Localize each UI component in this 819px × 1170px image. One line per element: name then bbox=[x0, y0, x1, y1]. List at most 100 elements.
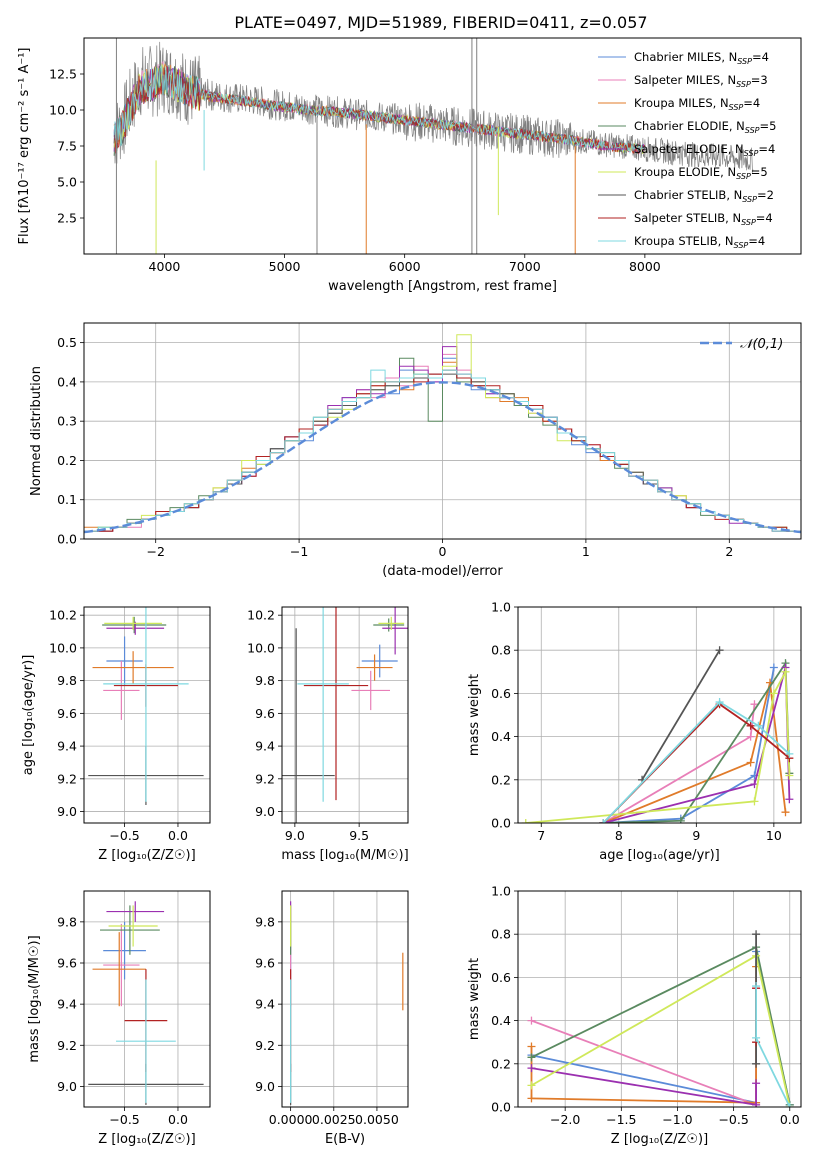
y-tick-label: 0.2 bbox=[491, 772, 511, 787]
weight-point bbox=[527, 1042, 536, 1051]
weight-point bbox=[785, 771, 794, 780]
x-axis-label: Z [log₁₀(Z/Z☉)] bbox=[611, 1132, 708, 1147]
y-tick-label: 9.2 bbox=[57, 1038, 77, 1053]
panel-age_vs_mass: 9.0 9.5 9.0 9.2 9.4 9.6 9.8 10.0 10.2 mass [log₁₀… bbox=[247, 606, 409, 863]
weight-point bbox=[752, 930, 761, 939]
x-tick-label: 0.0 bbox=[780, 1112, 800, 1127]
y-tick-label: 9.0 bbox=[57, 1079, 77, 1094]
legend-entry-subscript: SSP bbox=[741, 218, 756, 227]
y-tick-label: 5.0 bbox=[57, 175, 77, 190]
axes-frame bbox=[517, 606, 802, 824]
y-tick-label: 10.2 bbox=[247, 608, 275, 623]
legend-entry: Chabrier MILES, NSSP=4 bbox=[634, 50, 769, 66]
legend-entry-text: Chabrier STELIB, N bbox=[634, 188, 742, 202]
plot-area-weight_vs_age bbox=[521, 646, 794, 823]
legend-entry-text: Chabrier ELODIE, N bbox=[634, 119, 745, 133]
legend-entry: Kroupa ELODIE, NSSP=5 bbox=[634, 165, 768, 181]
y-tick-label: 9.4 bbox=[57, 739, 77, 754]
x-tick-label: 2 bbox=[725, 544, 733, 559]
y-tick-label: 9.4 bbox=[255, 739, 275, 754]
x-tick-label: 10 bbox=[766, 828, 782, 843]
x-tick-label: −0.5 bbox=[109, 828, 139, 843]
weight-point bbox=[785, 795, 794, 804]
legend-entry-subscript: SSP bbox=[736, 172, 751, 181]
legend-entry: 𝒩(0,1) bbox=[740, 337, 783, 352]
legend-entry-subscript: SSP bbox=[745, 126, 760, 135]
legend-entry-count: =5 bbox=[760, 119, 777, 133]
y-tick-label: 0.8 bbox=[491, 927, 511, 942]
y-tick-label: 0.1 bbox=[57, 492, 77, 507]
legend-entry-subscript: SSP bbox=[744, 149, 759, 158]
weight-point bbox=[750, 797, 759, 806]
legend-entry-count: =4 bbox=[752, 50, 769, 64]
legend-entry-text: Kroupa ELODIE, N bbox=[634, 165, 736, 179]
y-tick-label: 1.0 bbox=[491, 600, 511, 615]
legend-entry-count: =2 bbox=[757, 188, 774, 202]
x-tick-label: 6000 bbox=[389, 259, 421, 274]
y-tick-label: 0.5 bbox=[57, 335, 77, 350]
y-tick-label: 9.2 bbox=[255, 771, 275, 786]
y-tick-label: 9.4 bbox=[57, 997, 77, 1012]
axes-frame bbox=[83, 606, 211, 824]
x-axis-label: wavelength [Angstrom, rest frame] bbox=[328, 279, 557, 294]
weight-point bbox=[769, 689, 778, 698]
legend-entry-text: Salpeter ELODIE, N bbox=[634, 142, 744, 156]
plot-area-residuals bbox=[84, 334, 801, 539]
weight-point bbox=[746, 758, 755, 767]
legend-entry-count: =3 bbox=[751, 73, 768, 87]
panel-weight_vs_age: 7 8 9 10 0.0 0.2 0.4 0.6 0.8 1.0 age [log₁₀(age/yr… bbox=[467, 600, 802, 863]
axes-frame bbox=[83, 37, 802, 255]
x-tick-label: −1.5 bbox=[606, 1112, 636, 1127]
weight-line bbox=[603, 667, 775, 823]
x-tick-label: 7000 bbox=[509, 259, 541, 274]
plot-area-age_vs_Z bbox=[88, 607, 204, 805]
legend-entry-subscript: SSP bbox=[729, 103, 744, 112]
axes-frame bbox=[281, 890, 409, 1108]
legend-entry-subscript: SSP bbox=[737, 57, 752, 66]
figure-title: PLATE=0497, MJD=51989, FIBERID=0411, z=0… bbox=[234, 13, 647, 32]
y-tick-label: 0.8 bbox=[491, 643, 511, 658]
x-tick-label: 7 bbox=[537, 828, 545, 843]
y-tick-label: 0.0 bbox=[491, 816, 511, 831]
gaussian-curve bbox=[84, 381, 801, 534]
legend-entry-text: Salpeter MILES, N bbox=[634, 73, 736, 87]
legend-entry: Kroupa MILES, NSSP=4 bbox=[634, 96, 760, 112]
weight-point bbox=[752, 1100, 761, 1107]
y-tick-label: 9.2 bbox=[57, 771, 77, 786]
weight-point bbox=[746, 721, 755, 730]
x-tick-label: 0.0 bbox=[168, 1112, 188, 1127]
x-axis-label: E(B-V) bbox=[325, 1132, 365, 1147]
y-tick-label: 9.6 bbox=[57, 956, 77, 971]
data-spectrum-line bbox=[113, 41, 754, 173]
weight-point bbox=[746, 732, 755, 741]
x-axis-label: Z [log₁₀(Z/Z☉)] bbox=[98, 1132, 195, 1147]
weight-point bbox=[521, 819, 530, 823]
y-tick-label: 0.4 bbox=[491, 1013, 511, 1028]
y-axis-label: Normed distribution bbox=[29, 366, 44, 496]
y-axis-label: mass weight bbox=[467, 674, 482, 756]
y-tick-label: 12.5 bbox=[49, 67, 77, 82]
weight-point bbox=[676, 816, 685, 823]
y-tick-label: 0.2 bbox=[57, 453, 77, 468]
panel-residuals: −2 −1 0 1 2 0.0 0.1 0.2 0.3 0.4 0.5 (data-model)/er… bbox=[29, 322, 802, 579]
x-tick-label: −2 bbox=[146, 544, 164, 559]
legend-entry-text: Salpeter STELIB, N bbox=[634, 211, 741, 225]
x-tick-label: 0.0050 bbox=[355, 1112, 399, 1127]
y-axis-label: age [log₁₀(age/yr)] bbox=[21, 655, 36, 776]
y-tick-label: 9.0 bbox=[255, 804, 275, 819]
axes-frame bbox=[83, 322, 802, 540]
legend-entry-count: =4 bbox=[758, 142, 775, 156]
x-tick-label: 0.0 bbox=[168, 828, 188, 843]
y-tick-label: 10.2 bbox=[49, 608, 77, 623]
y-tick-label: 0.4 bbox=[57, 374, 77, 389]
legend-entry: Salpeter MILES, NSSP=3 bbox=[634, 73, 768, 89]
weight-point bbox=[752, 1033, 761, 1042]
weight-point bbox=[527, 1094, 536, 1103]
panel-age_vs_Z: −0.5 0.0 9.0 9.2 9.4 9.6 9.8 10.0 10.2 Z [log₁₀(Z… bbox=[21, 606, 211, 863]
y-tick-label: 0.4 bbox=[491, 729, 511, 744]
legend-entry-count: =4 bbox=[756, 211, 773, 225]
y-tick-label: 9.6 bbox=[255, 956, 275, 971]
x-tick-label: 4000 bbox=[149, 259, 181, 274]
x-tick-label: −1 bbox=[290, 544, 308, 559]
y-tick-label: 9.0 bbox=[57, 804, 77, 819]
